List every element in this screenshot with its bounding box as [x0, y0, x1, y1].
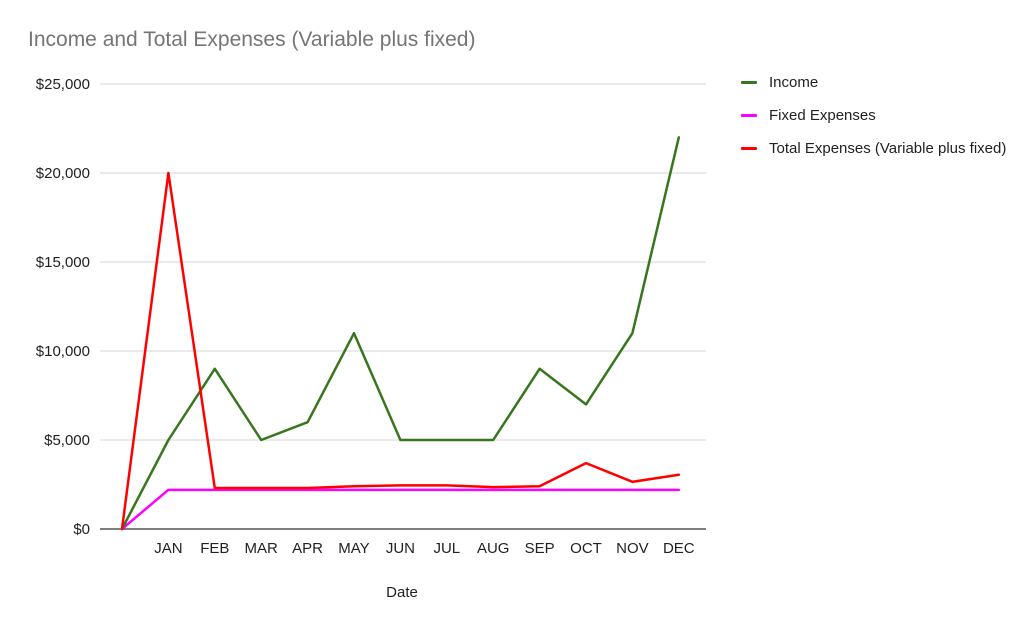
y-tick-label: $15,000 — [36, 254, 90, 271]
x-axis-ticks: JAN FEB MAR APR MAY JUN JUL AUG SEP OCT NOV DEC — [154, 540, 695, 557]
x-tick-label: OCT — [570, 540, 602, 557]
y-tick-label: $20,000 — [36, 165, 90, 182]
grid-lines — [100, 83, 706, 530]
x-tick-label: JUL — [433, 540, 460, 557]
y-tick-label: $25,000 — [36, 76, 90, 93]
legend-swatch — [741, 147, 757, 150]
y-axis-ticks: $0 $5,000 $10,000 $15,000 $20,000 $25,000 — [36, 76, 90, 538]
series-line-income — [120, 136, 681, 531]
y-tick-label: $10,000 — [36, 343, 90, 360]
x-tick-label: AUG — [477, 540, 510, 557]
series-line-total-expenses-variable-plus-fixed — [120, 171, 681, 531]
legend: Income Fixed Expenses Total Expenses (Vari… — [741, 73, 1021, 172]
y-tick-label: $5,000 — [44, 432, 90, 449]
x-tick-label: FEB — [200, 540, 229, 557]
legend-label: Total Expenses (Variable plus fixed) — [769, 140, 1007, 157]
legend-label: Income — [769, 74, 819, 91]
legend-label: Fixed Expenses — [769, 107, 876, 124]
x-tick-label: APR — [292, 540, 323, 557]
x-tick-label: MAY — [338, 540, 369, 557]
x-tick-label: NOV — [616, 540, 649, 557]
legend-item: Total Expenses (Variable plus fixed) — [741, 139, 1021, 158]
series-line-fixed-expenses — [120, 488, 681, 531]
y-tick-label: $0 — [73, 521, 90, 538]
legend-swatch — [741, 114, 757, 117]
legend-item: Fixed Expenses — [741, 106, 1021, 125]
legend-item: Income — [741, 73, 1021, 92]
x-tick-label: JUN — [386, 540, 415, 557]
x-tick-label: SEP — [525, 540, 555, 557]
x-tick-label: DEC — [663, 540, 695, 557]
x-tick-label: MAR — [245, 540, 279, 557]
x-tick-label: JAN — [154, 540, 182, 557]
x-axis-title: Date — [386, 584, 418, 601]
chart-title: Income and Total Expenses (Variable plus… — [28, 28, 476, 51]
series-lines — [120, 136, 681, 531]
legend-swatch — [741, 81, 757, 84]
